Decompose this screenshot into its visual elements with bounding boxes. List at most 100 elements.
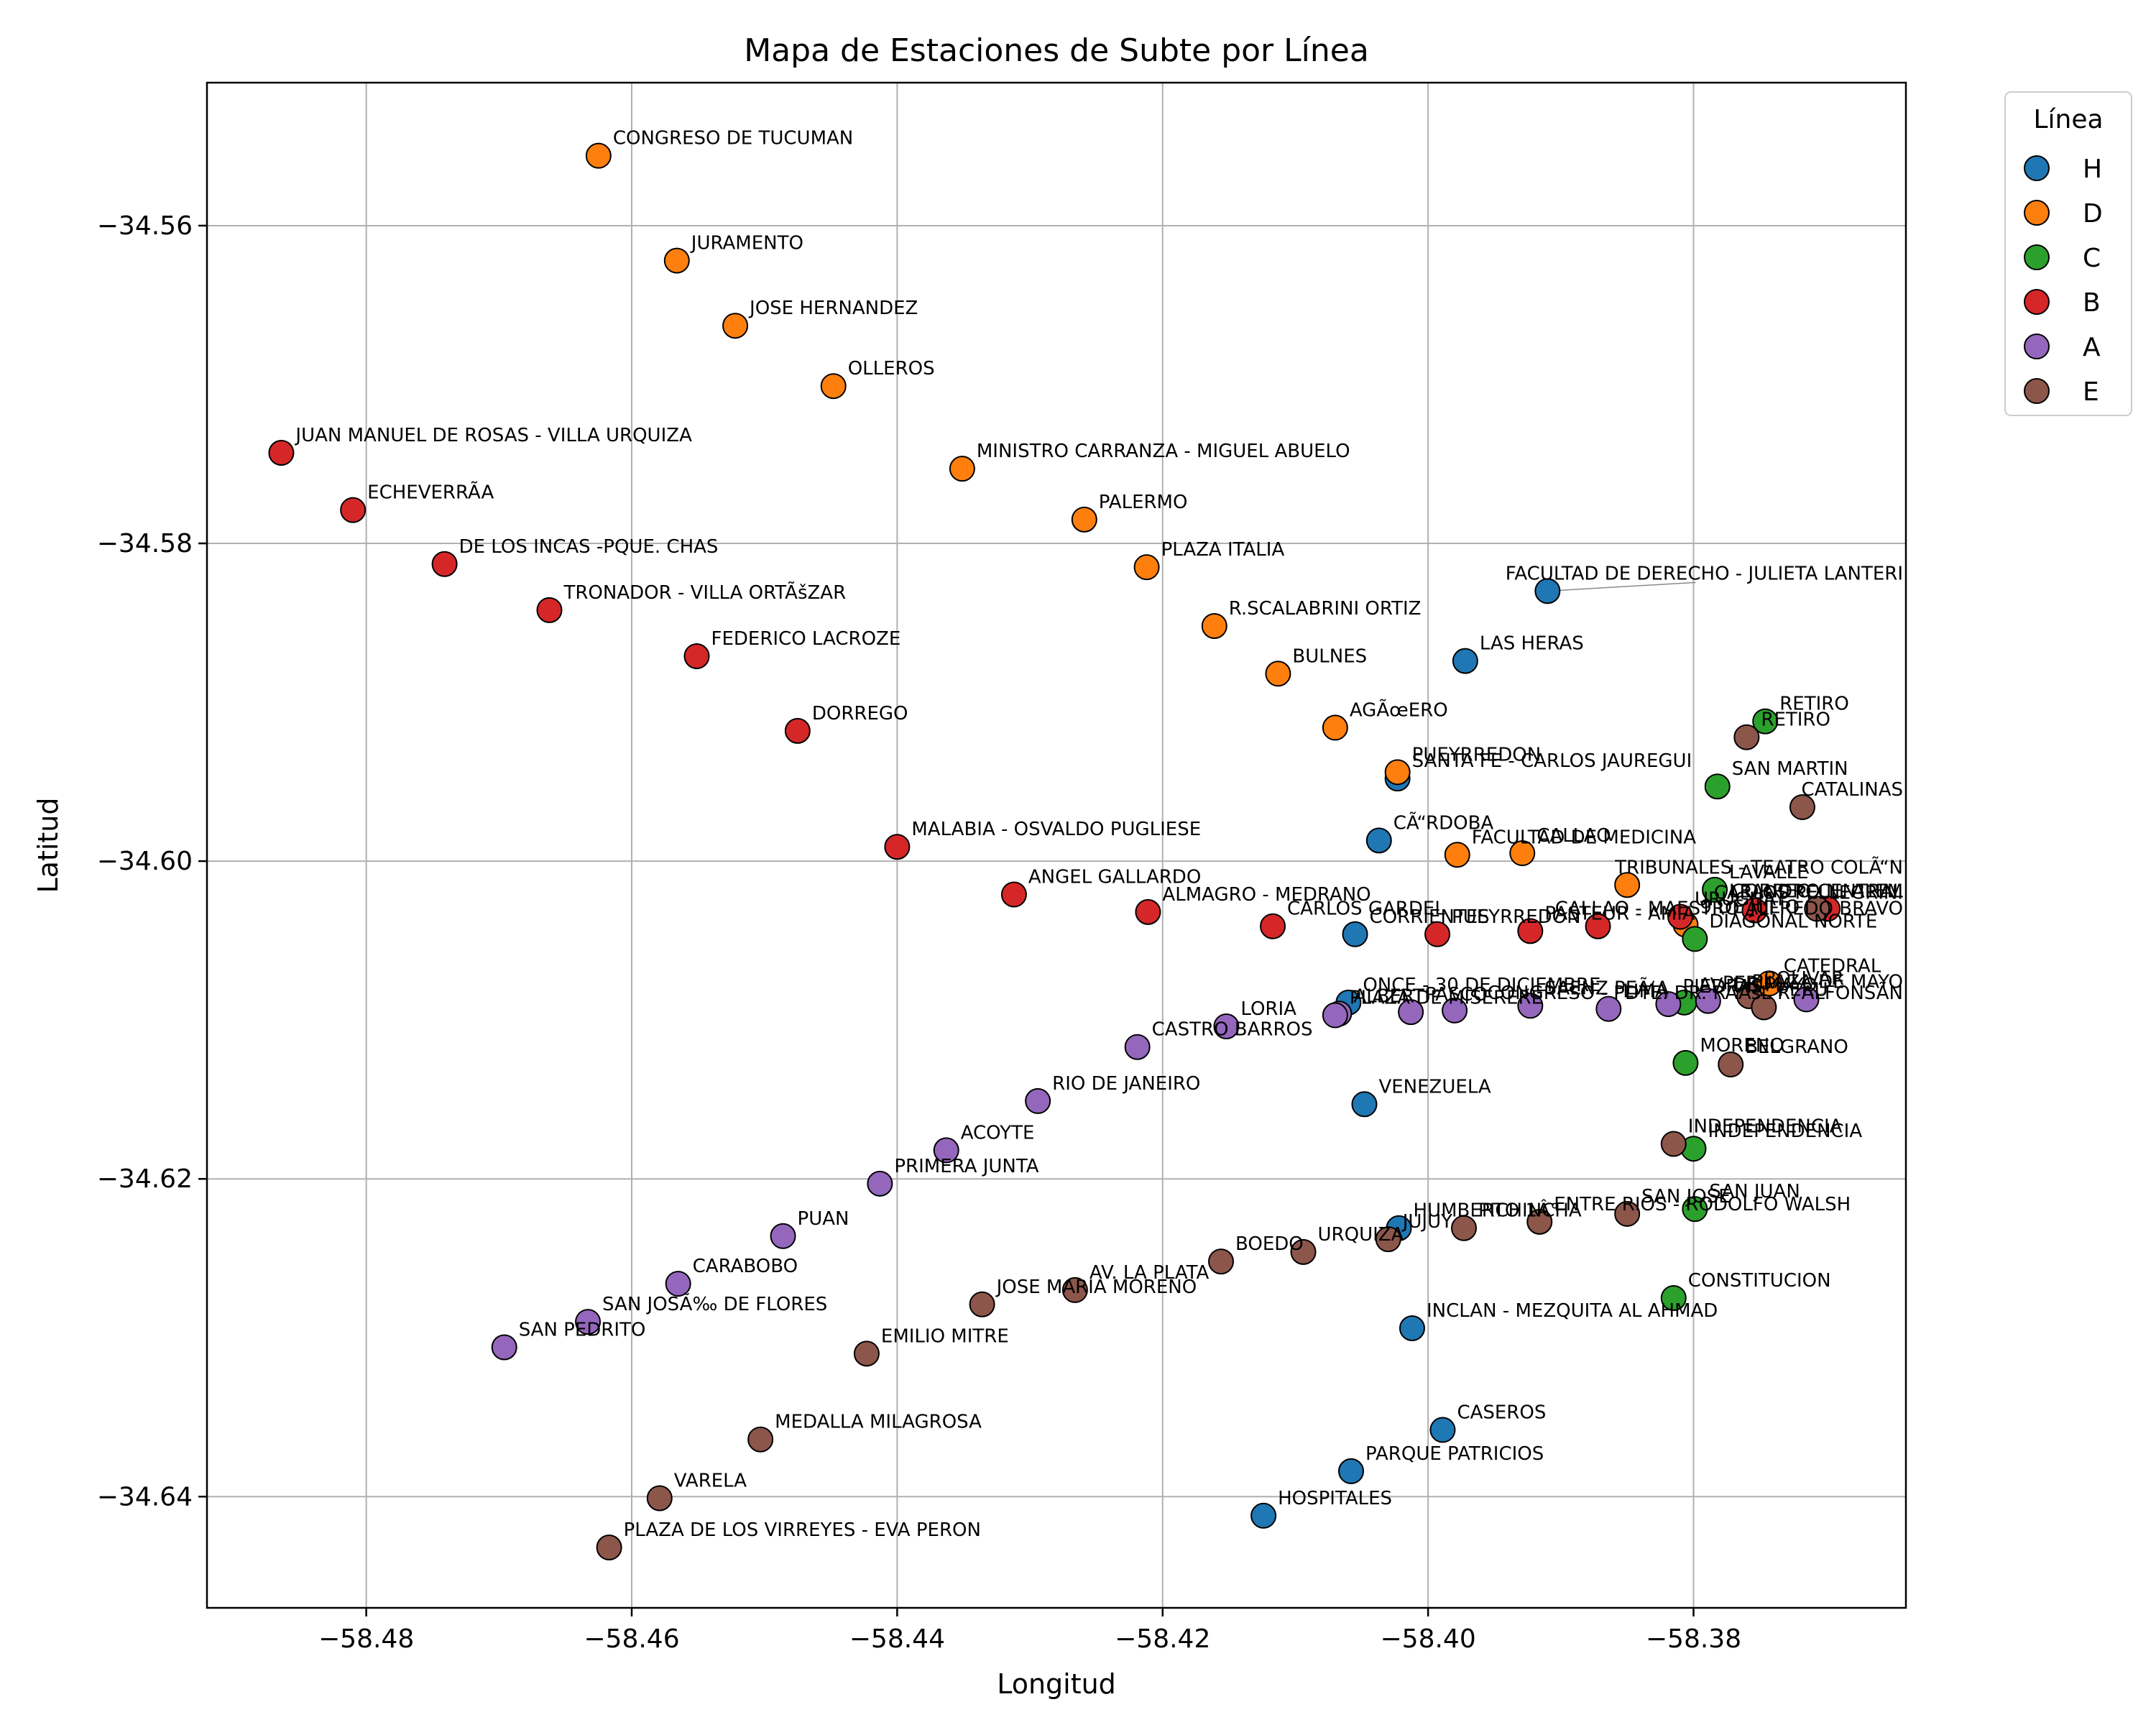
station-point bbox=[1399, 1315, 1425, 1341]
y-axis-label: Latitud bbox=[32, 797, 64, 893]
station-label: PUEYRREDON bbox=[1452, 906, 1581, 928]
station-point bbox=[1322, 714, 1348, 741]
station-point bbox=[1290, 1238, 1317, 1265]
station-point bbox=[1741, 897, 1768, 924]
station-label: CARLOS PELLEGRINI bbox=[1714, 883, 1903, 904]
legend-marker bbox=[2024, 200, 2050, 226]
station-label: CALLAO bbox=[1537, 825, 1611, 847]
station-point bbox=[1375, 1226, 1401, 1253]
station-point bbox=[1595, 995, 1622, 1022]
legend-entry: B bbox=[2083, 288, 2101, 318]
legend-marker bbox=[2024, 155, 2050, 181]
station-point bbox=[1672, 1049, 1699, 1076]
station-points bbox=[268, 142, 1841, 1561]
station-label: LEANDRO N. ALEM bbox=[1729, 880, 1903, 902]
station-label: PALERMO bbox=[1099, 492, 1188, 513]
y-tick-label: −34.58 bbox=[97, 529, 193, 558]
station-point bbox=[596, 1535, 622, 1561]
station-point bbox=[1365, 827, 1392, 854]
station-label: RETIRO bbox=[1779, 694, 1849, 715]
station-point bbox=[340, 497, 367, 523]
station-point bbox=[1660, 1131, 1687, 1157]
station-point bbox=[1351, 1091, 1378, 1118]
station-label: HUMBERTO 1Â° bbox=[1413, 1199, 1559, 1222]
station-point bbox=[884, 834, 911, 860]
y-tick-label: −34.60 bbox=[97, 847, 193, 876]
station-label: PASCO bbox=[1425, 984, 1488, 1006]
station-label: TRIBUNALES - TEATRO COLÃ“N bbox=[1614, 855, 1903, 878]
station-label: CATEDRAL bbox=[1784, 955, 1881, 977]
station-label: BOLIVAR bbox=[1764, 968, 1844, 990]
station-label: SAN PEDRITO bbox=[519, 1319, 646, 1340]
station-label: ECHEVERRÃ­A bbox=[367, 481, 494, 504]
station-label: ONCE - 30 DE DICIEMBRE bbox=[1363, 975, 1600, 996]
station-label: EMILIO MITRE bbox=[881, 1325, 1009, 1347]
station-label: CONSTITUCION bbox=[1688, 1270, 1831, 1292]
station-point bbox=[1660, 1284, 1687, 1311]
station-point bbox=[867, 1170, 893, 1197]
station-label: PUAN bbox=[798, 1208, 849, 1230]
station-label: PLAZA DE MAYO bbox=[1752, 971, 1903, 993]
station-label: AGÃœERO bbox=[1350, 698, 1448, 721]
legend-entry: H bbox=[2083, 155, 2102, 184]
station-label: CALLAO - MAESTRO ALFREDO BRAVO bbox=[1555, 898, 1903, 920]
station-label: PERU bbox=[1723, 973, 1772, 995]
station-label: CARABOBO bbox=[693, 1256, 798, 1277]
station-point bbox=[1704, 773, 1731, 800]
station-point bbox=[1517, 993, 1544, 1019]
station-point bbox=[1793, 986, 1820, 1013]
station-label: CONGRESO - PDTE. DR. RAÃšL R. ALFONSÃ­N bbox=[1488, 981, 1903, 1004]
station-label: PLAZA ITALIA bbox=[1161, 539, 1285, 561]
station-label: SAN MARTIN bbox=[1732, 758, 1848, 780]
station-point bbox=[268, 440, 295, 466]
y-tick-label: −34.64 bbox=[97, 1482, 193, 1512]
y-tick-label: −34.62 bbox=[97, 1164, 193, 1194]
station-label: JURAMENTO bbox=[690, 233, 803, 254]
station-point bbox=[1752, 708, 1779, 735]
legend-entry: E bbox=[2083, 377, 2099, 407]
x-axis-ticks: −58.48 −58.46 −58.44 −58.42 −58.40 −58.38 bbox=[318, 1608, 1741, 1654]
station-label: MEDALLA MILAGROSA bbox=[775, 1412, 982, 1433]
station-label: PLAZA DE LOS VIRREYES - EVA PERON bbox=[624, 1519, 981, 1541]
station-label: BOEDO bbox=[1235, 1233, 1304, 1255]
station-point bbox=[575, 1309, 602, 1335]
station-point bbox=[683, 643, 710, 669]
legend-marker bbox=[2024, 244, 2050, 270]
station-label: AV. DE MAYO bbox=[1699, 975, 1818, 996]
station-label: MALABIA - OSVALDO PUGLIESE bbox=[911, 819, 1201, 840]
station-point bbox=[1585, 913, 1611, 939]
station-label: SAN JOSE bbox=[1641, 1186, 1731, 1208]
station-point bbox=[969, 1291, 995, 1317]
y-axis-ticks: −34.56 −34.58 −34.60 −34.62 −34.64 bbox=[97, 211, 207, 1512]
station-point bbox=[665, 1271, 691, 1297]
station-label: RETIRO bbox=[1761, 709, 1830, 731]
legend-marker bbox=[2024, 378, 2050, 404]
station-point bbox=[1509, 840, 1536, 867]
station-point bbox=[1702, 876, 1728, 903]
station-label: AV. LA PLATA bbox=[1089, 1262, 1210, 1284]
station-label: PRIMERA JUNTA bbox=[894, 1156, 1038, 1177]
x-tick-label: −58.44 bbox=[849, 1624, 945, 1654]
station-point bbox=[784, 717, 811, 744]
station-point bbox=[1450, 1215, 1477, 1241]
station-point bbox=[1260, 913, 1286, 939]
station-point bbox=[1133, 554, 1160, 581]
station-point bbox=[536, 597, 563, 623]
station-point bbox=[1071, 506, 1097, 533]
station-label: SAN JOSÃ‰ DE FLORES bbox=[602, 1292, 827, 1315]
station-label: ALBERTI bbox=[1353, 985, 1429, 1007]
legend-title: Línea bbox=[2033, 105, 2103, 134]
station-point bbox=[1534, 578, 1561, 604]
label-connector bbox=[1547, 581, 1696, 592]
station-point bbox=[491, 1334, 517, 1361]
station-point bbox=[1444, 842, 1470, 868]
station-label: PASTEUR - AMIA bbox=[1544, 903, 1695, 924]
station-labels: FACULTAD DE DERECHO - JULIETA LANTERI LAS… bbox=[294, 128, 1903, 1541]
station-label: INDEPENDENCIA bbox=[1708, 1121, 1863, 1142]
station-label: MINISTRO CARRANZA - MIGUEL ABUELO bbox=[977, 441, 1350, 462]
station-label: URQUIZA bbox=[1318, 1224, 1404, 1246]
station-label: VENEZUELA bbox=[1378, 1076, 1491, 1098]
